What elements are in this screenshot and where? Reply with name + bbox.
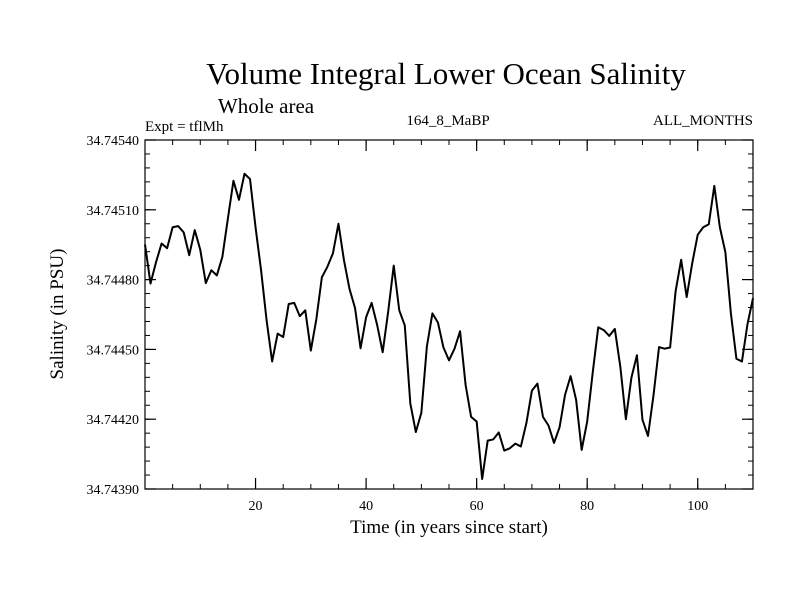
y-axis-label: Salinity (in PSU) (47, 249, 68, 380)
x-tick-label: 60 (470, 499, 484, 514)
x-axis: 20 40 60 80 100 (144, 140, 754, 514)
x-tick-label: 20 (249, 499, 263, 514)
y-tick-label: 34.74450 (87, 343, 140, 358)
chart-title: Volume Integral Lower Ocean Salinity (206, 56, 686, 91)
x-tick-label: 40 (359, 499, 373, 514)
expt-label: Expt = tflMh (145, 119, 224, 135)
y-tick-label: 34.74540 (87, 134, 140, 149)
plot-frame (144, 139, 754, 490)
run-label: 164_8_MaBP (406, 113, 489, 129)
months-label: ALL_MONTHS (653, 113, 753, 129)
y-tick-label: 34.74510 (87, 204, 140, 219)
x-tick-label: 100 (687, 499, 708, 514)
x-axis-label: Time (in years since start) (350, 517, 548, 538)
y-tick-label: 34.74480 (87, 274, 140, 289)
chart-subtitle: Whole area (218, 94, 315, 118)
y-tick-label: 34.74420 (87, 413, 140, 428)
y-tick-label: 34.74390 (87, 483, 140, 498)
series-line-salinity (144, 172, 754, 480)
x-tick-label: 80 (580, 499, 594, 514)
